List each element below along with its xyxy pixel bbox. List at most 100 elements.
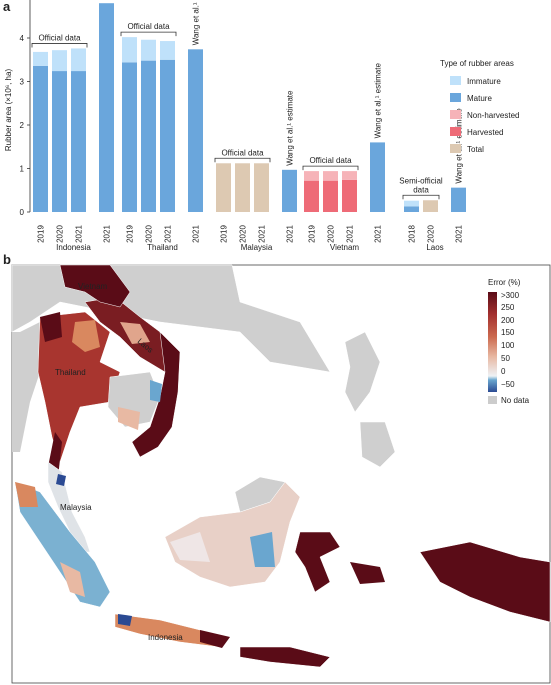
error-map-panel-b: Vietnam Laos Thailand Malaysia Indonesia… — [11, 264, 551, 684]
panel-a-letter: a — [3, 0, 11, 14]
bar-segment-immature — [52, 50, 67, 72]
bracket-label: Official data — [127, 22, 170, 31]
legend-label: Harvested — [467, 128, 503, 137]
vietnam-central-province — [150, 380, 162, 402]
sulawesi — [294, 531, 341, 593]
bar-segment-total — [254, 163, 269, 212]
wang-estimate-label: Wang et al.¹ estimate — [286, 90, 295, 166]
legend-swatch — [450, 110, 461, 119]
official-data-bracket — [302, 165, 359, 171]
bar-segment-immature — [33, 51, 48, 66]
bar-segment-total — [423, 200, 438, 212]
y-tick-label: 2 — [20, 121, 25, 130]
country-label: Laos — [426, 243, 443, 252]
bar-segment-immature — [122, 37, 137, 63]
philippines-south — [359, 421, 396, 468]
x-tick-label: 2021 — [374, 225, 383, 243]
bar-segment-mature — [370, 142, 385, 212]
x-tick-label: 2018 — [408, 225, 417, 243]
y-tick-label: 0 — [20, 208, 25, 217]
bracket-label: data — [413, 185, 429, 194]
colorbar-gradient — [488, 292, 497, 392]
country-label: Vietnam — [330, 243, 360, 252]
java-west-province — [118, 614, 132, 626]
map-label-malaysia: Malaysia — [60, 503, 92, 512]
x-tick-label: 2020 — [56, 225, 65, 243]
x-tick-label: 2021 — [346, 225, 355, 243]
official-data-bracket — [402, 194, 440, 200]
country-label: Thailand — [147, 243, 178, 252]
southeast-province — [118, 407, 140, 430]
sumatra — [14, 481, 111, 608]
bar-segment-mature — [71, 71, 86, 212]
colorbar-tick: 200 — [501, 316, 515, 325]
map-label-vietnam: Vietnam — [78, 282, 108, 291]
x-tick-label: 2021 — [164, 225, 173, 243]
y-axis-label: Rubber area (×10⁶, ha) — [4, 69, 13, 152]
x-tick-label: 2021 — [455, 225, 464, 243]
y-tick-label: 4 — [20, 34, 25, 43]
bracket-label: Official data — [309, 156, 352, 165]
philippines-north — [344, 331, 381, 413]
bar-chart-panel-a: 0 1 2 3 4 Rubber area (×10⁶, ha) 2019 2020 2021 2… — [4, 0, 519, 252]
country-label: Indonesia — [56, 243, 91, 252]
bar-segment-non-harvested — [323, 171, 338, 181]
x-tick-label: 2021 — [258, 225, 267, 243]
vietnam-south — [131, 331, 181, 458]
malaysia-north-state — [56, 474, 66, 486]
colorbar-legend: Error (%) >300 250 200 150 100 50 0 −50 … — [488, 278, 530, 405]
panel-b-letter: b — [3, 252, 11, 267]
x-tick-label: 2021 — [75, 225, 84, 243]
myanmar-land — [12, 322, 40, 452]
bar-segment-immature — [160, 41, 175, 60]
y-tick-label: 3 — [20, 78, 25, 87]
bar-segment-mature — [404, 206, 419, 212]
bracket-label: Semi-official — [399, 176, 443, 185]
bar-segment-mature — [52, 71, 67, 212]
laos-central-province — [120, 322, 150, 344]
x-tick-label: 2020 — [239, 225, 248, 243]
no-data-swatch — [488, 396, 497, 404]
sumatra-south-province — [60, 562, 85, 597]
bar-segment-immature — [404, 200, 419, 207]
x-tick-label: 2019 — [308, 225, 317, 243]
colorbar-tick: 150 — [501, 328, 515, 337]
official-data-bracket — [31, 43, 88, 48]
x-tick-label: 2021 — [103, 225, 112, 243]
x-tick-label: 2020 — [145, 225, 154, 243]
thailand-west-province — [40, 312, 62, 342]
bar-segment-non-harvested — [304, 171, 319, 181]
legend-swatch — [450, 127, 461, 136]
colorbar-tick: 250 — [501, 303, 515, 312]
bar-segment-mature — [141, 60, 156, 213]
wang-estimate-label: Wang et al.¹ estimate — [374, 63, 383, 139]
x-tick-label: 2020 — [327, 225, 336, 243]
bar-segment-mature — [188, 49, 203, 213]
colorbar-tick: 100 — [501, 341, 515, 350]
bar-segment-immature — [71, 48, 86, 72]
legend-title: Type of rubber areas — [440, 59, 514, 68]
thailand-region — [37, 311, 121, 463]
vietnam-north — [59, 264, 131, 308]
x-tick-label: 2021 — [192, 225, 201, 243]
wang-estimate-label: Wang et al.¹ estimate — [192, 0, 201, 45]
papua — [419, 541, 551, 623]
official-data-bracket — [214, 157, 271, 163]
legend-label: Immature — [467, 77, 501, 86]
bar-segment-harvested — [323, 180, 338, 212]
maluku — [350, 562, 385, 584]
legend-label: Mature — [467, 94, 492, 103]
x-tick-label: 2019 — [126, 225, 135, 243]
colorbar-tick: −50 — [501, 380, 515, 389]
legend-swatch — [450, 76, 461, 85]
borneo-west-province — [170, 532, 210, 562]
bar-segment-mature — [99, 3, 114, 213]
bar-segment-total — [216, 163, 231, 212]
bracket-label: Official data — [38, 33, 81, 42]
bar-segment-harvested — [304, 180, 319, 212]
nusa-tenggara — [239, 646, 331, 668]
colorbar-tick: 0 — [501, 367, 506, 376]
bar-segment-mature — [122, 62, 137, 212]
bar-segment-mature — [282, 169, 297, 212]
legend-swatch — [450, 144, 461, 153]
